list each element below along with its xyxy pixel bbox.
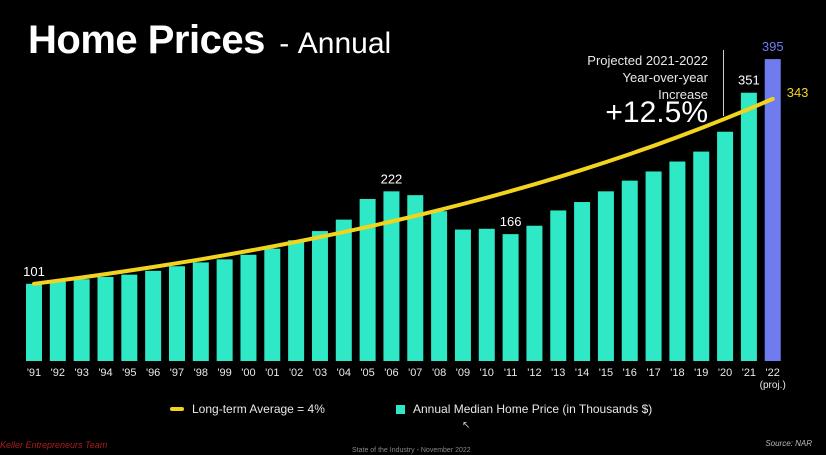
legend-average: Long-term Average = 4% <box>170 402 325 416</box>
legend-bars: Annual Median Home Price (in Thousands $… <box>396 402 652 416</box>
bar-14 <box>359 198 376 361</box>
x-tick-label-16: '07 <box>408 367 422 379</box>
data-label-31: 395 <box>762 39 784 54</box>
x-tick-label-15: '06 <box>384 367 398 379</box>
bar-7 <box>192 262 209 361</box>
bar-2 <box>73 279 90 361</box>
x-tick-label-30: '21 <box>742 367 756 379</box>
projection-value: +12.5% <box>605 96 708 129</box>
bar-22 <box>550 210 567 361</box>
projection-line-3: Increase <box>658 87 708 102</box>
legend-line-swatch <box>170 407 184 411</box>
x-tick-label-20: '11 <box>504 367 518 379</box>
bar-16 <box>407 195 424 361</box>
x-tick-label-7: '98 <box>194 367 208 379</box>
bar-0 <box>26 283 42 361</box>
source-label: Source: NAR <box>765 439 812 448</box>
bar-4 <box>121 274 138 361</box>
x-tick-label-9: '00 <box>241 367 255 379</box>
bar-19 <box>478 228 495 361</box>
bar-31 <box>764 59 781 361</box>
x-tick-label-31: '22 <box>766 367 780 379</box>
x-tick-label-3: '94 <box>98 367 112 379</box>
legend-bar-label: Annual Median Home Price (in Thousands $… <box>413 402 653 416</box>
x-tick-label-17: '08 <box>432 367 446 379</box>
data-label-20: 166 <box>500 214 522 229</box>
bar-30 <box>740 92 757 361</box>
bar-6 <box>168 266 185 361</box>
bar-29 <box>717 131 734 361</box>
data-label-30: 351 <box>738 73 760 88</box>
x-tick-label-23: '14 <box>575 367 589 379</box>
bar-26 <box>645 171 662 361</box>
title-main: Home Prices <box>28 18 265 62</box>
x-tick-label-14: '05 <box>360 367 374 379</box>
bar-25 <box>621 180 638 361</box>
footer-text: State of the Industry - November 2022 <box>352 447 471 454</box>
x-tick-label-1: '92 <box>51 367 65 379</box>
bar-13 <box>335 219 352 361</box>
data-label-0: 101 <box>23 264 45 279</box>
bar-10 <box>264 248 281 361</box>
projection-divider <box>723 50 724 116</box>
x-tick-label-18: '09 <box>456 367 470 379</box>
title-dash: - <box>279 27 290 60</box>
x-tick-label-19: '10 <box>480 367 494 379</box>
bar-18 <box>454 229 471 361</box>
legend-average-label: Long-term Average = 4% <box>192 402 325 416</box>
bar-1 <box>49 281 66 361</box>
x-tick-label-29: '20 <box>718 367 732 379</box>
x-tick-label-6: '97 <box>170 367 184 379</box>
bar-8 <box>216 259 233 361</box>
bar-5 <box>145 270 162 361</box>
x-tick-label-11: '02 <box>289 367 303 379</box>
x-tick-label-12: '03 <box>313 367 327 379</box>
bar-28 <box>693 151 710 361</box>
bar-11 <box>288 240 305 361</box>
x-tick-label-24: '15 <box>599 367 613 379</box>
projection-line-1: Projected 2021-2022 <box>587 53 708 68</box>
trend-line <box>32 96 775 286</box>
x-tick-label-0: '91 <box>27 367 41 379</box>
projection-callout: Projected 2021-2022 Year-over-year Incre… <box>587 52 708 129</box>
x-tick-label-13: '04 <box>337 367 351 379</box>
bar-3 <box>97 276 114 361</box>
projection-line-2: Year-over-year <box>622 70 708 85</box>
brand-logo: Keller Entrepreneurs Team <box>0 440 108 450</box>
bar-23 <box>574 202 591 361</box>
data-label-15: 222 <box>381 171 403 186</box>
bar-21 <box>526 225 543 361</box>
x-tick-label-26: '17 <box>646 367 660 379</box>
bar-27 <box>669 161 686 361</box>
trend-end-label: 343 <box>787 85 809 100</box>
bar-20 <box>502 234 519 361</box>
x-tick-label-25: '16 <box>623 367 637 379</box>
x-tick-label-10: '01 <box>265 367 279 379</box>
x-tick-label-28: '19 <box>694 367 708 379</box>
mouse-pointer-icon: ↖ <box>462 420 471 431</box>
bar-9 <box>240 254 257 361</box>
x-tick-label-8: '99 <box>217 367 231 379</box>
x-tick-label-21: '12 <box>527 367 541 379</box>
x-tick-label-27: '18 <box>670 367 684 379</box>
x-tick-label-4: '95 <box>122 367 136 379</box>
bar-15 <box>383 191 400 361</box>
bar-12 <box>311 231 328 361</box>
bar-24 <box>597 191 614 361</box>
title-sub: Annual <box>297 27 392 60</box>
chart-title: Home Prices - Annual <box>28 18 391 63</box>
bar-17 <box>431 211 448 361</box>
x-tick-label-2: '93 <box>74 367 88 379</box>
x-tick-label-5: '96 <box>146 367 160 379</box>
legend-bar-swatch <box>396 404 405 414</box>
x-tick-sub-label: (proj.) <box>760 380 786 391</box>
x-tick-label-22: '13 <box>551 367 565 379</box>
